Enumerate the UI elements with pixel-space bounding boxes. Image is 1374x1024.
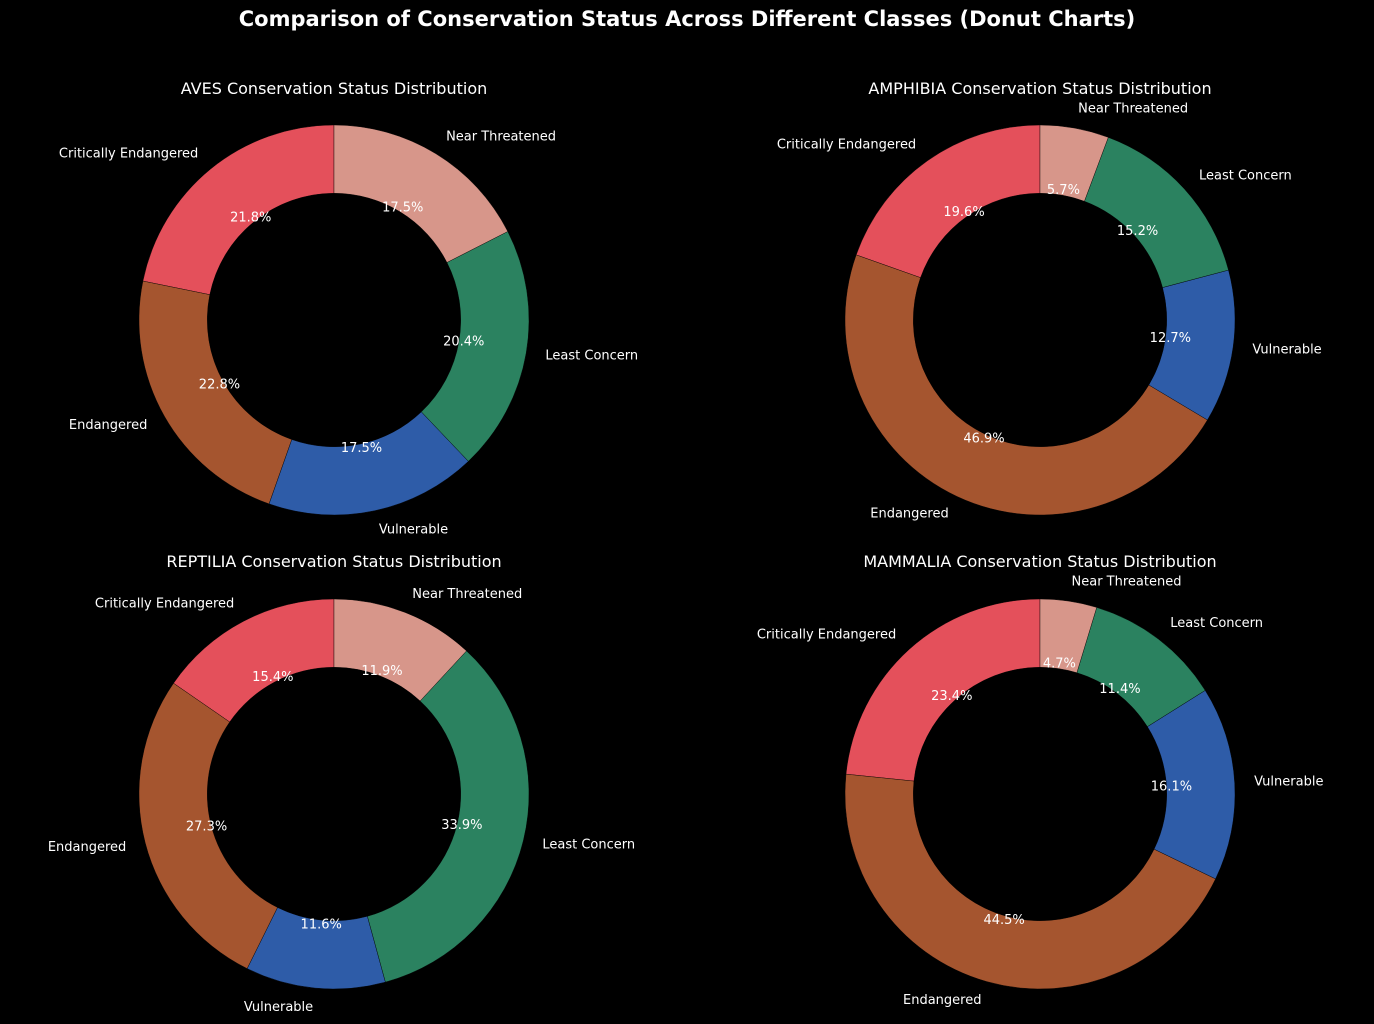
pct-label-vulnerable: 11.6%	[301, 918, 342, 933]
slice-label-critically-endangered: Critically Endangered	[757, 627, 896, 642]
slice-label-least-concern: Least Concern	[542, 838, 635, 853]
pct-label-endangered: 46.9%	[963, 432, 1004, 447]
pct-label-least-concern: 11.4%	[1099, 682, 1140, 697]
slice-near-threatened	[333, 598, 467, 702]
pct-label-critically-endangered: 15.4%	[252, 670, 293, 685]
chart-title: AVES Conservation Status Distribution	[181, 79, 488, 98]
slice-label-vulnerable: Vulnerable	[1252, 342, 1321, 357]
donut-chart-amphibia: AMPHIBIA Conservation Status Distributio…	[777, 79, 1322, 522]
slice-endangered	[138, 682, 278, 969]
slice-label-vulnerable: Vulnerable	[1254, 775, 1323, 790]
slice-endangered	[138, 280, 293, 505]
pct-label-least-concern: 15.2%	[1117, 224, 1158, 239]
pct-label-near-threatened: 5.7%	[1047, 183, 1080, 198]
donut-chart-aves: AVES Conservation Status Distribution Cri…	[59, 79, 638, 537]
slice-label-critically-endangered: Critically Endangered	[777, 137, 916, 152]
pct-label-critically-endangered: 19.6%	[943, 205, 984, 220]
pct-label-vulnerable: 17.5%	[341, 441, 382, 456]
slice-near-threatened	[1039, 598, 1097, 673]
slice-label-vulnerable: Vulnerable	[379, 522, 448, 537]
slice-label-near-threatened: Near Threatened	[1078, 101, 1188, 116]
slice-label-near-threatened: Near Threatened	[412, 587, 522, 602]
pct-label-near-threatened: 17.5%	[382, 200, 423, 215]
slice-label-critically-endangered: Critically Endangered	[95, 597, 234, 612]
pct-label-critically-endangered: 21.8%	[230, 211, 271, 226]
slice-near-threatened	[1039, 124, 1109, 202]
pct-label-endangered: 27.3%	[186, 819, 227, 834]
slice-endangered	[844, 254, 1208, 516]
donut-chart-reptilia: REPTILIA Conservation Status Distributio…	[48, 552, 635, 1015]
pct-label-critically-endangered: 23.4%	[931, 689, 972, 704]
slice-label-endangered: Endangered	[870, 507, 948, 522]
pct-label-near-threatened: 4.7%	[1043, 656, 1076, 671]
slice-label-endangered: Endangered	[69, 418, 147, 433]
pct-label-vulnerable: 16.1%	[1151, 779, 1192, 794]
figure-title: Comparison of Conservation Status Across…	[238, 7, 1136, 31]
pct-label-least-concern: 20.4%	[443, 335, 484, 350]
slice-critically-endangered	[142, 124, 335, 295]
pct-label-endangered: 44.5%	[983, 913, 1024, 928]
donut-chart-mammalia: MAMMALIA Conservation Status Distributio…	[757, 552, 1324, 1008]
slice-endangered	[844, 773, 1216, 990]
slice-label-least-concern: Least Concern	[1199, 169, 1292, 184]
slice-near-threatened	[333, 124, 509, 263]
slice-critically-endangered	[845, 598, 1041, 782]
slice-label-near-threatened: Near Threatened	[446, 130, 556, 145]
chart-title: AMPHIBIA Conservation Status Distributio…	[868, 79, 1211, 98]
slice-label-near-threatened: Near Threatened	[1072, 574, 1182, 589]
slice-label-vulnerable: Vulnerable	[244, 1000, 313, 1015]
pct-label-least-concern: 33.9%	[441, 818, 482, 833]
slice-label-least-concern: Least Concern	[1170, 616, 1263, 631]
slice-least-concern	[1084, 137, 1229, 288]
pct-label-endangered: 22.8%	[199, 377, 240, 392]
slice-least-concern	[367, 650, 530, 983]
slice-label-endangered: Endangered	[903, 993, 981, 1008]
slice-label-critically-endangered: Critically Endangered	[59, 146, 198, 161]
slice-label-least-concern: Least Concern	[545, 349, 638, 364]
pct-label-vulnerable: 12.7%	[1150, 331, 1191, 346]
pct-label-near-threatened: 11.9%	[361, 664, 402, 679]
chart-title: MAMMALIA Conservation Status Distributio…	[863, 552, 1216, 571]
slice-vulnerable	[268, 411, 469, 516]
slice-label-endangered: Endangered	[48, 840, 126, 855]
chart-title: REPTILIA Conservation Status Distributio…	[166, 552, 501, 571]
